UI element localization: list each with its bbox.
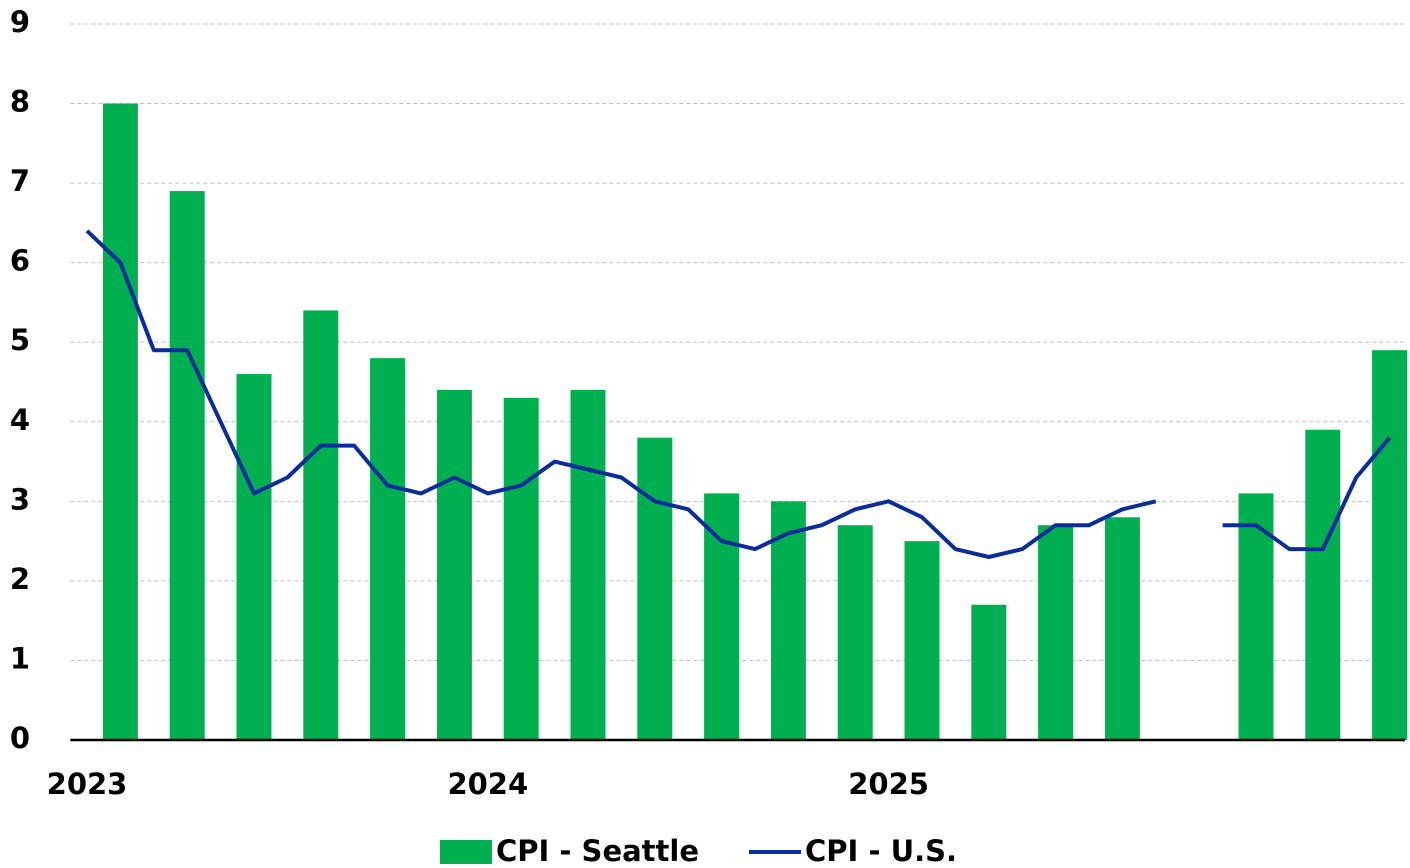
y-tick-label: 0 — [10, 721, 30, 755]
y-tick-label: 1 — [10, 641, 30, 675]
bar — [1104, 517, 1140, 740]
bar — [303, 310, 339, 740]
bar — [503, 397, 539, 740]
bar — [570, 389, 606, 740]
bar — [904, 541, 940, 740]
bar — [1372, 350, 1408, 740]
bar — [1238, 493, 1274, 740]
x-tick-label: 2025 — [848, 767, 929, 801]
y-tick-label: 6 — [10, 244, 30, 278]
bar — [236, 374, 272, 740]
y-tick-label: 4 — [10, 403, 30, 437]
bar — [102, 103, 138, 741]
bar — [1305, 429, 1341, 740]
x-tick-label: 2023 — [47, 767, 128, 801]
bar — [770, 501, 806, 740]
bar — [637, 437, 673, 740]
legend-swatch — [440, 840, 492, 864]
bar — [370, 358, 406, 740]
y-tick-label: 5 — [10, 323, 30, 357]
y-tick-label: 2 — [10, 562, 30, 596]
y-tick-label: 3 — [10, 482, 30, 516]
legend-label: CPI - Seattle — [496, 834, 699, 868]
bar — [704, 493, 740, 740]
y-tick-label: 8 — [10, 85, 30, 119]
bar — [436, 389, 472, 740]
legend-label: CPI - U.S. — [805, 834, 957, 868]
y-tick-label: 9 — [10, 5, 30, 39]
bar — [971, 604, 1007, 740]
bar — [169, 191, 205, 741]
bar — [1038, 525, 1074, 740]
y-tick-label: 7 — [10, 164, 30, 198]
x-tick-label: 2024 — [447, 767, 528, 801]
bar — [837, 525, 873, 740]
line — [85, 229, 1392, 559]
